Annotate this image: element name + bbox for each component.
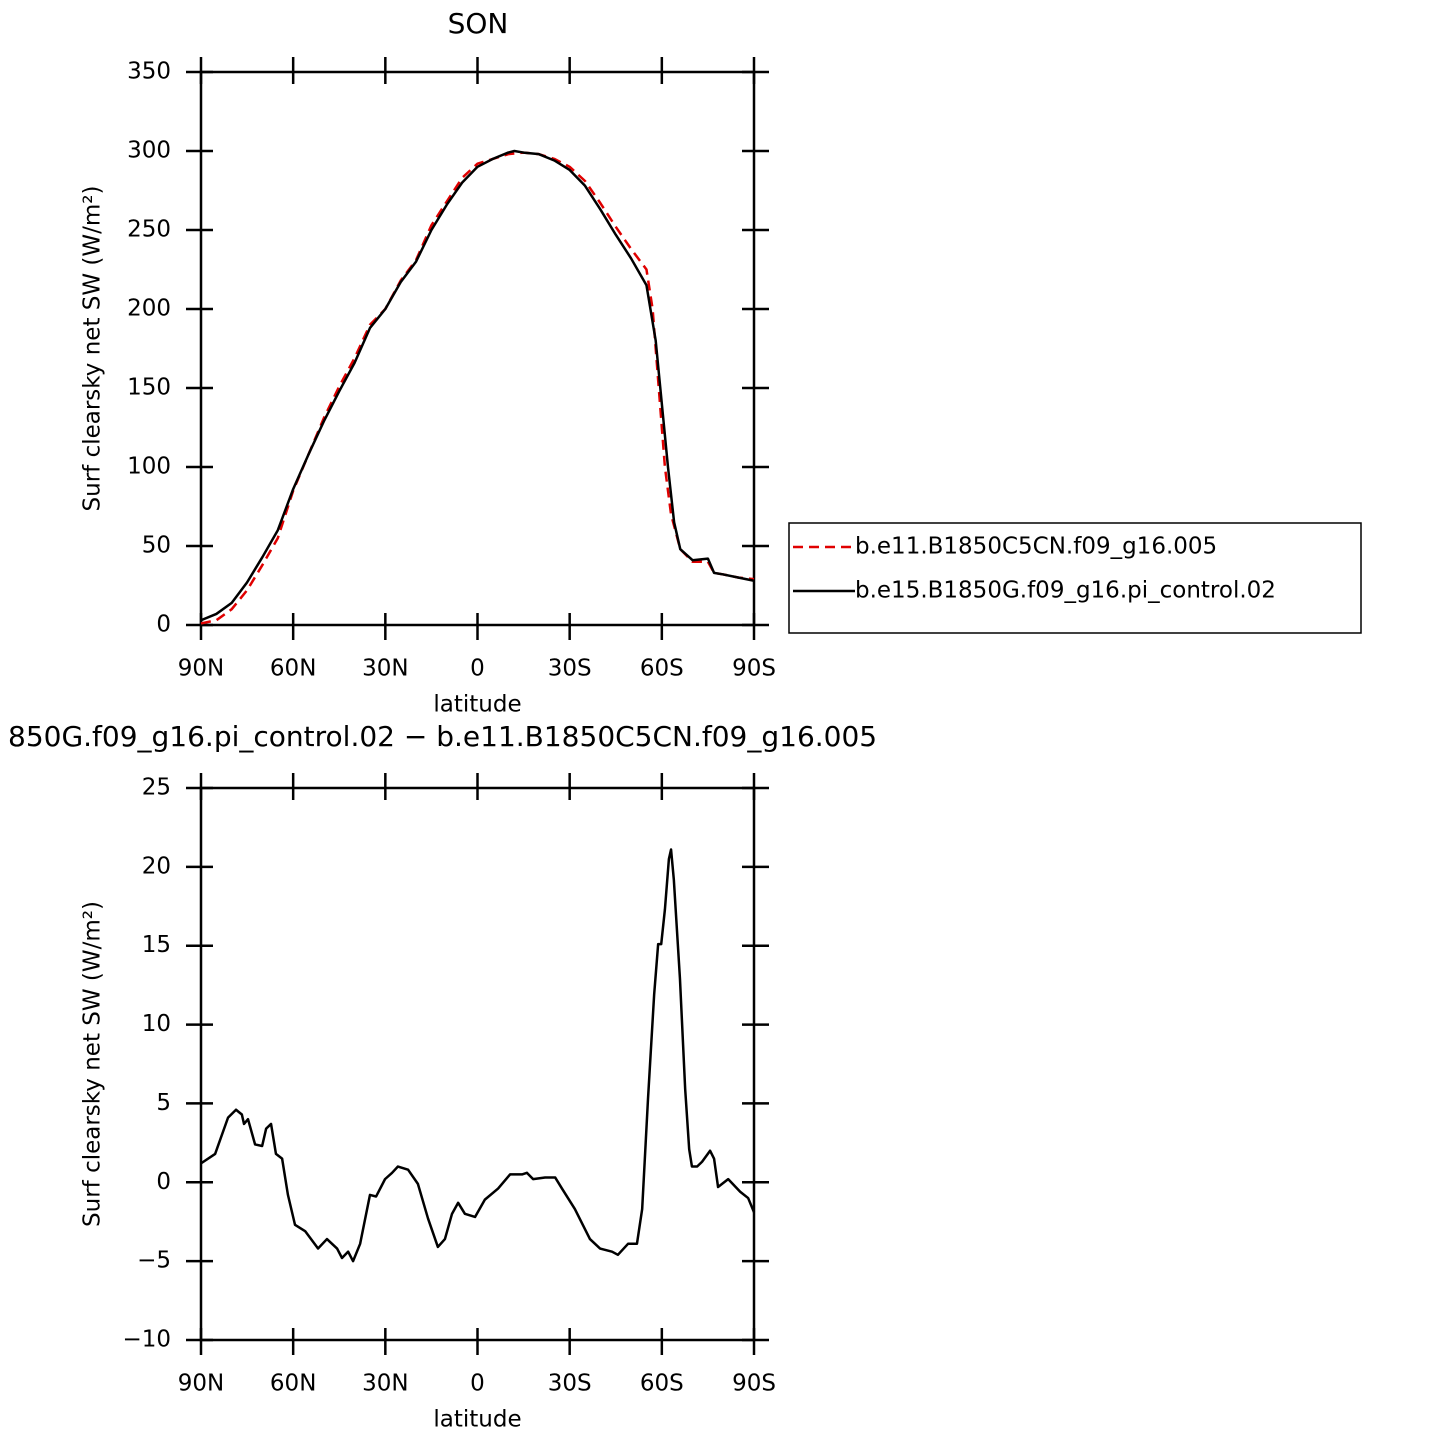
data-line bbox=[200, 151, 755, 625]
y-tick-label: 0 bbox=[156, 612, 171, 638]
x-tick-label: 90N bbox=[178, 656, 224, 682]
legend-label: b.e11.B1850C5CN.f09_g16.005 bbox=[855, 534, 1217, 560]
y-tick-label: 10 bbox=[142, 1011, 171, 1037]
x-tick-label: 90S bbox=[732, 1371, 776, 1397]
y-tick-label: −5 bbox=[137, 1248, 171, 1274]
y-tick-label: 15 bbox=[142, 932, 171, 958]
x-tick-label: 60N bbox=[270, 656, 316, 682]
y-tick-label: 50 bbox=[142, 533, 171, 559]
x-tick-label: 60N bbox=[270, 1371, 316, 1397]
data-line bbox=[200, 848, 756, 1263]
data-line bbox=[200, 149, 755, 622]
chart-title: SON bbox=[448, 7, 509, 40]
plot-frame bbox=[199, 70, 756, 627]
x-tick-label: 90N bbox=[178, 1371, 224, 1397]
y-tick-label: 25 bbox=[142, 775, 171, 801]
legend-label: b.e15.B1850G.f09_g16.pi_control.02 bbox=[855, 578, 1276, 604]
x-tick-label: 30N bbox=[362, 1371, 408, 1397]
x-tick-label: 30N bbox=[362, 656, 408, 682]
y-axis-label: Surf clearsky net SW (W/m²) bbox=[80, 186, 106, 512]
x-tick-label: 60S bbox=[640, 1371, 684, 1397]
y-tick-label: 100 bbox=[127, 454, 171, 480]
x-tick-label: 0 bbox=[470, 1371, 485, 1397]
y-tick-label: 20 bbox=[142, 853, 171, 879]
legend-box bbox=[788, 522, 1362, 634]
y-tick-label: 200 bbox=[127, 296, 171, 322]
x-tick-label: 90S bbox=[732, 656, 776, 682]
y-tick-label: 250 bbox=[127, 217, 171, 243]
chart-title: 850G.f09_g16.pi_control.02 − b.e11.B1850… bbox=[8, 720, 877, 753]
x-tick-label: 30S bbox=[548, 1371, 592, 1397]
x-tick-label: 30S bbox=[548, 656, 592, 682]
y-axis-label: Surf clearsky net SW (W/m²) bbox=[80, 901, 106, 1227]
y-tick-label: 150 bbox=[127, 375, 171, 401]
y-tick-label: 5 bbox=[156, 1090, 171, 1116]
x-tick-label: 60S bbox=[640, 656, 684, 682]
y-tick-label: 300 bbox=[127, 138, 171, 164]
y-tick-label: −10 bbox=[122, 1327, 171, 1353]
x-tick-label: 0 bbox=[470, 656, 485, 682]
plot-frame bbox=[199, 786, 756, 1342]
x-axis-label: latitude bbox=[433, 1407, 521, 1433]
x-axis-label: latitude bbox=[433, 692, 521, 718]
y-tick-label: 350 bbox=[127, 59, 171, 85]
y-tick-label: 0 bbox=[156, 1169, 171, 1195]
